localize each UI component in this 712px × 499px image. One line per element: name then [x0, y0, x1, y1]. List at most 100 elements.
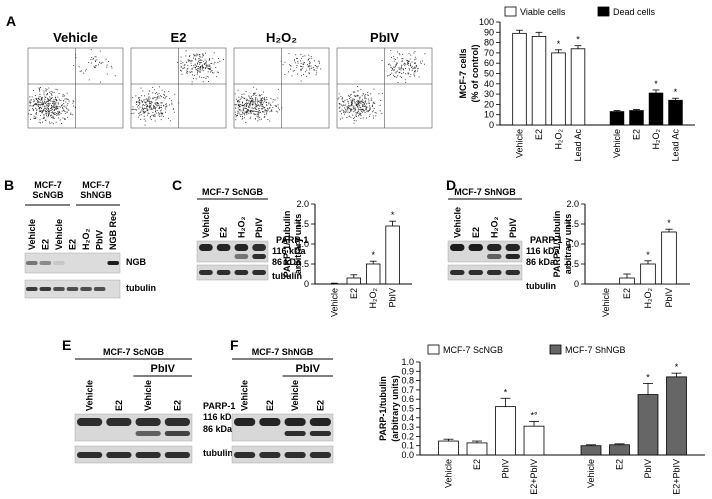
flow-dot	[238, 105, 240, 107]
flow-dot	[56, 100, 58, 102]
flow-dot	[239, 101, 241, 103]
flow-dot	[136, 101, 137, 103]
flow-dot	[405, 63, 406, 65]
flow-dot	[148, 99, 150, 100]
flow-dot	[210, 67, 212, 69]
flow-dot	[260, 98, 262, 100]
bar	[648, 92, 664, 126]
flow-dot	[356, 104, 358, 106]
flow-dot	[199, 55, 201, 57]
flow-dot	[199, 59, 201, 61]
flow-dot	[296, 58, 298, 59]
x-tick-label: E2+PbIV	[529, 459, 539, 495]
blot-header: MCF-7 ShNGB	[252, 347, 314, 357]
flow-dot	[267, 107, 268, 109]
flow-dot	[270, 110, 272, 111]
flow-dot	[356, 100, 358, 102]
flow-dot	[36, 99, 37, 100]
flow-dot	[414, 51, 416, 52]
flow-dot	[199, 70, 201, 72]
flow-dot	[408, 64, 410, 66]
flow-dot	[141, 106, 143, 108]
lane-label: E2	[471, 227, 481, 238]
bar	[661, 231, 677, 285]
flow-dot	[341, 104, 342, 106]
flow-dot	[414, 66, 416, 68]
flow-dot	[48, 108, 49, 109]
flow-dot	[364, 105, 366, 107]
flow-dot	[308, 65, 310, 67]
flow-dot	[262, 104, 263, 105]
flow-dot	[353, 111, 355, 112]
flow-dot	[263, 97, 265, 99]
flow-dot	[52, 91, 54, 93]
flow-dot	[43, 102, 45, 103]
flow-dot	[251, 102, 253, 104]
flow-dot	[139, 97, 141, 98]
flow-dot	[50, 100, 52, 102]
flow-dot	[351, 101, 353, 103]
flow-dot	[368, 109, 370, 111]
flow-dot	[349, 98, 350, 99]
flow-dot	[58, 93, 60, 94]
flow-dot	[169, 104, 170, 106]
flow-dot	[245, 91, 247, 92]
flow-dot	[139, 103, 141, 105]
flow-dot	[303, 62, 305, 64]
blot-band	[505, 270, 520, 275]
flow-dot	[150, 104, 152, 106]
flow-dot	[317, 65, 319, 67]
panel-letter: F	[230, 337, 239, 353]
flow-dot	[369, 108, 371, 110]
flow-dot	[204, 62, 206, 64]
flow-dot	[49, 122, 51, 124]
flow-dot	[54, 114, 56, 115]
flow-dot	[248, 100, 250, 101]
flow-dot	[280, 60, 282, 62]
lane-label: E2	[315, 400, 325, 411]
flow-dot	[197, 63, 198, 65]
flow-dot	[248, 102, 250, 104]
flow-dot	[279, 109, 280, 111]
flow-dot	[359, 112, 361, 114]
flow-dot	[210, 63, 212, 64]
flow-dot	[244, 103, 246, 104]
flow-dot	[186, 70, 188, 72]
flow-dot	[354, 98, 355, 100]
flow-dot	[43, 114, 45, 116]
flow-dot	[155, 112, 157, 114]
flow-dot	[170, 120, 171, 122]
flow-dot	[142, 108, 143, 109]
flow-dot	[254, 104, 256, 106]
lane-label: H₂O₂	[81, 229, 91, 251]
flow-dot	[201, 59, 203, 61]
flow-dot	[157, 103, 159, 104]
flow-dot	[269, 107, 271, 109]
flow-dots	[337, 50, 426, 124]
flow-dot	[359, 98, 361, 100]
flow-dot	[258, 101, 260, 103]
flow-dot	[56, 113, 58, 115]
blot-band	[468, 244, 483, 251]
flow-dot	[201, 56, 203, 58]
flow-dot	[40, 104, 42, 105]
flow-dot	[240, 97, 242, 99]
flow-dot	[154, 114, 156, 115]
flow-dot	[51, 116, 53, 118]
flow-dot	[339, 102, 341, 104]
error-bar	[643, 382, 653, 395]
flow-dot	[144, 124, 146, 126]
flow-dot	[180, 66, 182, 68]
flow-dot	[54, 103, 55, 105]
flow-dot	[407, 59, 408, 61]
x-tick-label: PbIV	[388, 288, 398, 308]
flow-dot	[246, 110, 248, 112]
flow-dot	[354, 108, 356, 110]
flow-dot	[348, 107, 350, 109]
flow-dot	[344, 113, 345, 115]
blot-band	[53, 261, 65, 265]
flow-dot	[144, 105, 146, 106]
flow-dot	[181, 70, 182, 72]
flow-dot	[363, 106, 365, 107]
flow-dot	[67, 116, 69, 118]
